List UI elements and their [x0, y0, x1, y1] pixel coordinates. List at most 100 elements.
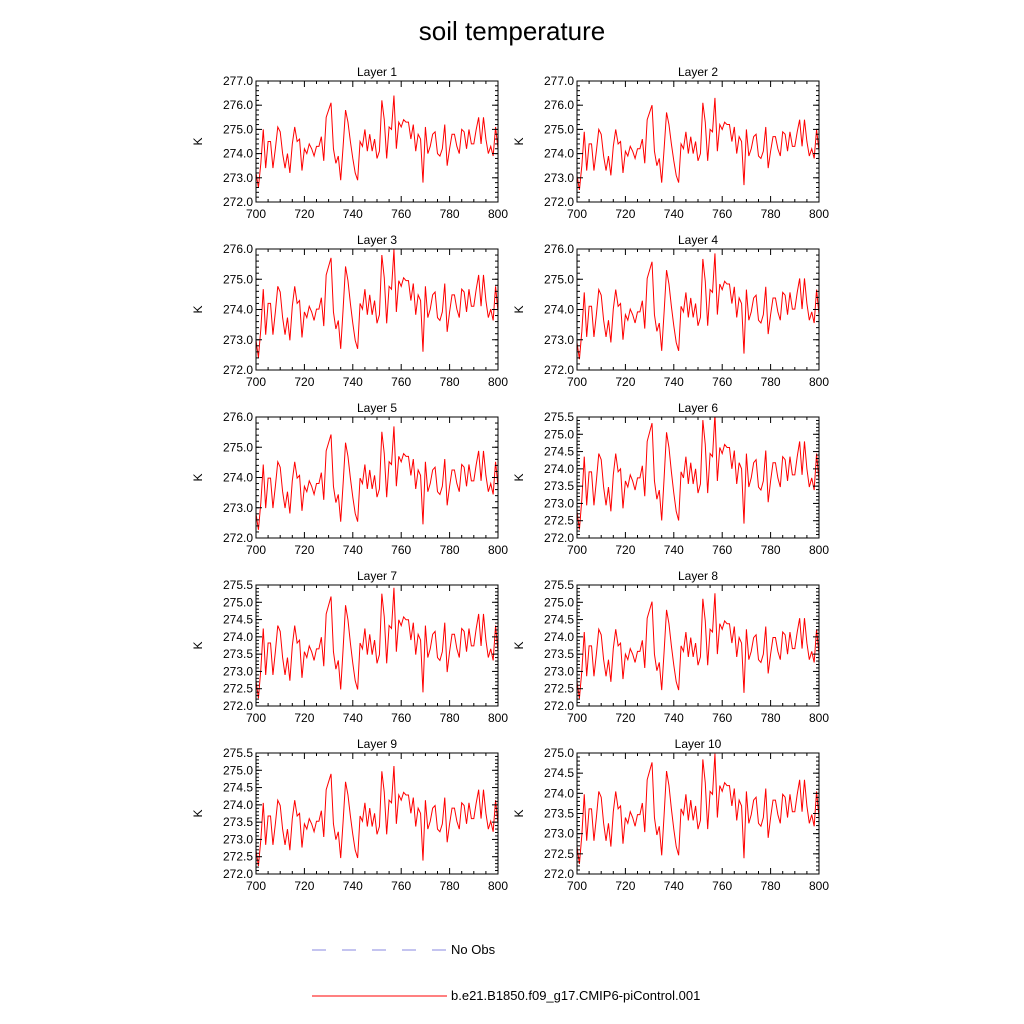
x-tick-label: 740	[664, 207, 684, 221]
data-line-layer-1	[256, 95, 498, 188]
data-line-layer-7	[256, 587, 498, 699]
x-tick-label: 700	[567, 543, 587, 557]
y-tick-label: 274.5	[223, 781, 253, 795]
legend: No Obs b.e21.B1850.f09_g17.CMIP6-piContro…	[312, 942, 700, 1003]
data-line-layer-8	[577, 593, 819, 699]
x-tick-label: 700	[567, 207, 587, 221]
y-tick-label: 275.5	[544, 578, 574, 592]
x-tick-label: 760	[712, 711, 732, 725]
y-tick-label: 274.5	[544, 613, 574, 627]
y-tick-label: 277.0	[223, 74, 253, 88]
panels: Layer 1 K 700 720 740 760 780 800 272.0 273.0 274.…	[191, 65, 829, 893]
panel-title: Layer 2	[678, 65, 718, 79]
data-line-layer-3	[256, 249, 498, 358]
panel-title: Layer 4	[678, 233, 718, 247]
x-tick-label: 760	[712, 375, 732, 389]
plot-frame	[576, 80, 820, 203]
y-tick-label: 275.5	[223, 746, 253, 760]
y-tick-label: 276.0	[223, 98, 253, 112]
y-tick-label: 274.0	[223, 471, 253, 485]
panel-title: Layer 1	[357, 65, 397, 79]
panel-layer-8: Layer 8 K 700 720 740 760 780 800 272.0 272.5 273.…	[512, 569, 829, 725]
x-tick-label: 700	[246, 879, 266, 893]
y-axis-label: K	[191, 137, 205, 145]
x-tick-label: 740	[343, 711, 363, 725]
x-tick-label: 760	[391, 711, 411, 725]
x-tick-label: 700	[246, 375, 266, 389]
y-tick-label: 274.0	[223, 147, 253, 161]
panel-layer-9: Layer 9 K 700 720 740 760 780 800 272.0 272.5 273.…	[191, 737, 508, 893]
y-tick-label: 276.0	[223, 410, 253, 424]
x-tick-label: 780	[761, 543, 781, 557]
x-tick-label: 800	[809, 711, 829, 725]
y-tick-label: 275.0	[544, 746, 574, 760]
y-axis-label: K	[512, 305, 526, 313]
x-tick-label: 780	[761, 375, 781, 389]
y-tick-label: 273.0	[544, 333, 574, 347]
y-axis-label: K	[512, 809, 526, 817]
y-tick-label: 273.5	[223, 647, 253, 661]
y-axis-label: K	[191, 305, 205, 313]
y-tick-label: 272.0	[223, 867, 253, 881]
y-tick-label: 272.0	[223, 699, 253, 713]
x-tick-label: 800	[488, 207, 508, 221]
x-tick-label: 760	[712, 543, 732, 557]
x-tick-label: 700	[567, 711, 587, 725]
y-tick-label: 273.0	[223, 664, 253, 678]
y-tick-label: 272.0	[544, 195, 574, 209]
panel-title: Layer 10	[675, 737, 722, 751]
y-tick-label: 275.0	[223, 595, 253, 609]
y-tick-label: 273.0	[223, 333, 253, 347]
x-tick-label: 700	[567, 375, 587, 389]
data-line-layer-10	[577, 753, 819, 865]
y-tick-label: 276.0	[223, 242, 253, 256]
panel-layer-7: Layer 7 K 700 720 740 760 780 800 272.0 272.5 273.…	[191, 569, 508, 725]
x-tick-label: 740	[343, 543, 363, 557]
panel-title: Layer 7	[357, 569, 397, 583]
x-tick-label: 720	[294, 375, 314, 389]
x-tick-label: 720	[294, 543, 314, 557]
x-tick-label: 780	[440, 375, 460, 389]
y-tick-label: 274.0	[223, 303, 253, 317]
y-tick-label: 274.0	[223, 798, 253, 812]
y-tick-label: 275.0	[223, 763, 253, 777]
y-tick-label: 274.0	[544, 462, 574, 476]
panel-layer-2: Layer 2 K 700 720 740 760 780 800 272.0 273.0 274.…	[512, 65, 829, 221]
data-line-layer-6	[577, 417, 819, 530]
data-line-layer-5	[256, 426, 498, 530]
x-tick-label: 720	[294, 711, 314, 725]
x-tick-label: 780	[761, 879, 781, 893]
y-tick-label: 277.0	[544, 74, 574, 88]
x-tick-label: 760	[391, 375, 411, 389]
y-tick-label: 273.5	[544, 479, 574, 493]
y-tick-label: 274.5	[544, 766, 574, 780]
x-tick-label: 740	[343, 375, 363, 389]
y-tick-label: 272.0	[544, 531, 574, 545]
plot-frame	[255, 752, 499, 875]
x-tick-label: 780	[440, 207, 460, 221]
y-tick-label: 272.5	[544, 847, 574, 861]
y-tick-label: 274.0	[544, 303, 574, 317]
y-tick-label: 273.0	[544, 827, 574, 841]
x-tick-label: 720	[294, 207, 314, 221]
y-tick-label: 275.0	[544, 595, 574, 609]
y-tick-label: 272.0	[544, 363, 574, 377]
data-line-layer-9	[256, 766, 498, 866]
data-line-layer-2	[577, 97, 819, 190]
panel-title: Layer 6	[678, 401, 718, 415]
x-tick-label: 760	[391, 543, 411, 557]
x-tick-label: 740	[664, 543, 684, 557]
x-tick-label: 800	[809, 207, 829, 221]
data-line-layer-4	[577, 253, 819, 360]
panel-layer-3: Layer 3 K 700 720 740 760 780 800 272.0 273.0 274.…	[191, 233, 508, 389]
y-tick-label: 272.5	[223, 682, 253, 696]
y-tick-label: 274.0	[544, 147, 574, 161]
x-tick-label: 800	[488, 375, 508, 389]
panel-title: Layer 8	[678, 569, 718, 583]
x-tick-label: 800	[809, 879, 829, 893]
y-tick-label: 276.0	[544, 98, 574, 112]
x-tick-label: 720	[294, 879, 314, 893]
legend-label-2: b.e21.B1850.f09_g17.CMIP6-piControl.001	[451, 988, 700, 1003]
y-tick-label: 273.0	[544, 171, 574, 185]
panel-layer-5: Layer 5 K 700 720 740 760 780 800 272.0 273.0 274.…	[191, 401, 508, 557]
